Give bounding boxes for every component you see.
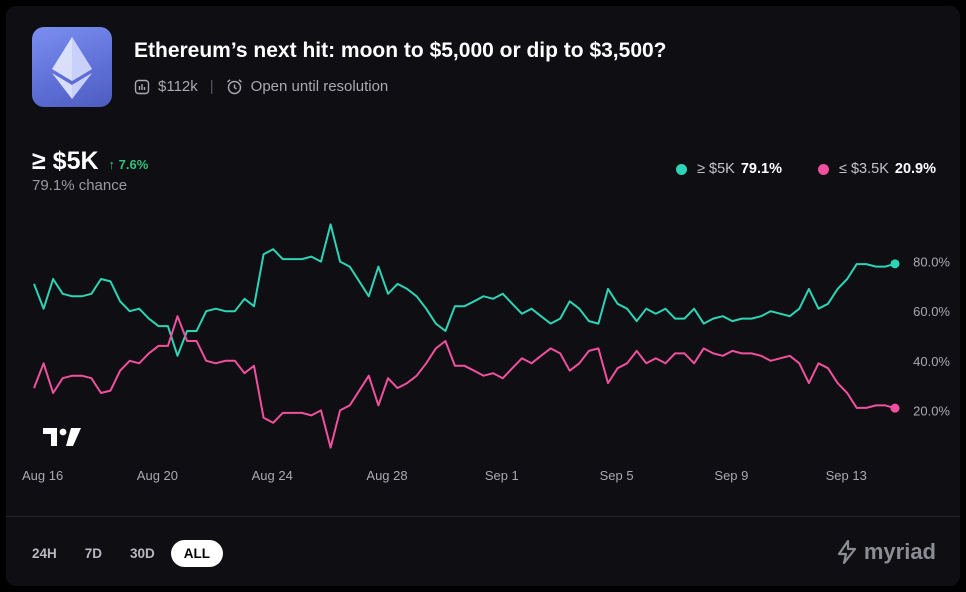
series-end-point bbox=[890, 403, 900, 413]
x-tick-label: Aug 28 bbox=[366, 468, 407, 483]
legend-value: 79.1% bbox=[740, 161, 782, 177]
outcome-label: ≥ $5K bbox=[32, 147, 99, 175]
legend-dot-icon bbox=[676, 163, 688, 175]
selected-outcome: ≥ $5K ↑ 7.6% bbox=[32, 147, 148, 176]
alarm-clock-icon bbox=[226, 79, 242, 95]
market-title: Ethereum’s next hit: moon to $5,000 or d… bbox=[134, 39, 667, 62]
market-card: Ethereum’s next hit: moon to $5,000 or d… bbox=[6, 6, 960, 586]
myriad-logo-icon bbox=[837, 540, 856, 564]
x-tick-label: Sep 9 bbox=[714, 468, 748, 483]
y-tick-label: 40.0% bbox=[913, 354, 950, 369]
legend-dot-icon bbox=[817, 163, 829, 175]
outcome-change: ↑ 7.6% bbox=[108, 157, 149, 172]
brand: myriad bbox=[836, 539, 936, 565]
time-range-selector: 24H 7D 30D ALL bbox=[32, 540, 251, 567]
legend-label: ≤ $3.5K bbox=[838, 161, 889, 177]
range-30d[interactable]: 30D bbox=[130, 546, 155, 561]
meta-separator: | bbox=[209, 78, 214, 95]
legend-item-below-3-5k[interactable]: ≤ $3.5K 20.9% bbox=[817, 161, 936, 177]
x-tick-label: Aug 24 bbox=[252, 468, 293, 483]
chart-legend: ≥ $5K 79.1% ≤ $3.5K 20.9% bbox=[640, 161, 936, 177]
x-tick-label: Sep 5 bbox=[600, 468, 634, 483]
x-tick-label: Aug 20 bbox=[137, 468, 178, 483]
outcome-chance: 79.1% chance bbox=[32, 177, 128, 194]
y-tick-label: 20.0% bbox=[913, 403, 950, 418]
ethereum-logo bbox=[32, 27, 112, 107]
probability-chart[interactable]: 80.0% 60.0% 40.0% 20.0% Aug 16 Aug 20 Aug 24 Au… bbox=[6, 6, 960, 506]
brand-name: myriad bbox=[863, 539, 936, 564]
divider bbox=[6, 516, 960, 517]
series-end-point bbox=[890, 259, 900, 269]
legend-value: 20.9% bbox=[894, 161, 936, 177]
volume-value: $112k bbox=[158, 78, 198, 95]
ethereum-icon bbox=[52, 37, 92, 99]
market-status: Open until resolution bbox=[250, 78, 389, 95]
tradingview-watermark-icon bbox=[43, 428, 81, 446]
x-tick-label: Sep 13 bbox=[826, 468, 867, 483]
range-all[interactable]: ALL bbox=[170, 540, 224, 567]
series-line-above-5k bbox=[33, 223, 896, 357]
market-meta: $112k | Open until resolution bbox=[134, 78, 388, 95]
y-tick-label: 80.0% bbox=[913, 255, 950, 270]
x-tick-label: Sep 1 bbox=[485, 468, 519, 483]
x-tick-label: Aug 16 bbox=[22, 468, 63, 483]
y-tick-label: 60.0% bbox=[913, 304, 950, 319]
range-24h[interactable]: 24H bbox=[32, 546, 57, 561]
legend-label: ≥ $5K bbox=[697, 161, 735, 177]
range-7d[interactable]: 7D bbox=[84, 546, 103, 561]
series-line-below-3-5k bbox=[33, 315, 896, 449]
legend-item-above-5k[interactable]: ≥ $5K 79.1% bbox=[676, 161, 782, 177]
volume-icon bbox=[134, 79, 150, 94]
